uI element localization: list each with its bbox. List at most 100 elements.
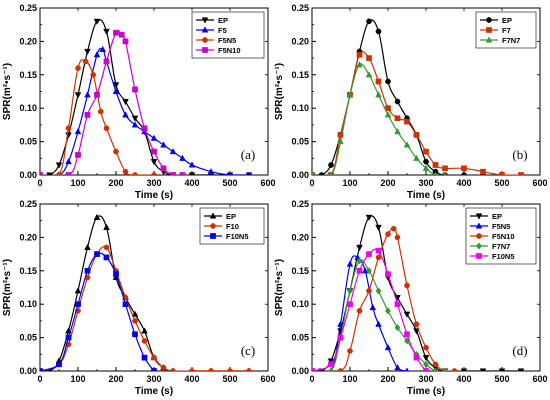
legend-label: F5N10 <box>492 232 515 241</box>
data-point <box>413 154 420 161</box>
panel-label: (c) <box>241 343 255 358</box>
legend-label: EP <box>218 16 228 25</box>
data-point <box>369 303 377 311</box>
data-point <box>479 368 487 371</box>
series-line <box>40 245 249 371</box>
x-tick-label: 100 <box>70 374 85 384</box>
x-tick-label: 600 <box>532 178 547 188</box>
data-point <box>74 127 82 135</box>
legend-label: F10N5 <box>492 252 515 261</box>
data-point <box>151 148 157 155</box>
data-point <box>385 271 391 277</box>
y-tick-label: 0.10 <box>291 103 309 113</box>
legend-marker <box>210 223 216 229</box>
legend-label: F7N7 <box>502 36 520 45</box>
legend-marker <box>485 36 493 43</box>
data-point <box>103 58 110 65</box>
legend-marker <box>475 222 483 229</box>
series-F5N5 <box>40 58 157 175</box>
data-point <box>103 28 110 36</box>
data-point <box>329 171 333 175</box>
data-point <box>404 282 410 289</box>
data-point <box>151 368 157 371</box>
y-tick-label: 0.10 <box>19 103 37 113</box>
y-tick-label: 0.25 <box>19 199 37 209</box>
data-point <box>84 267 91 274</box>
data-point <box>189 368 195 371</box>
data-point <box>423 148 429 155</box>
data-point <box>347 287 353 295</box>
data-point <box>385 231 391 237</box>
data-point <box>403 141 411 148</box>
data-point <box>122 111 129 118</box>
series-line <box>40 30 183 175</box>
data-point <box>312 171 314 175</box>
data-point <box>132 86 138 93</box>
legend-label: EP <box>502 16 512 25</box>
x-tick-label: 300 <box>418 178 433 188</box>
data-point <box>99 45 107 52</box>
data-point <box>247 171 251 175</box>
data-point <box>356 61 363 68</box>
x-tick-label: 200 <box>380 178 395 188</box>
x-tick-label: 600 <box>260 178 275 188</box>
data-point <box>404 331 410 338</box>
data-point <box>122 168 129 175</box>
data-point <box>328 162 334 168</box>
legend-marker <box>201 17 209 24</box>
data-point <box>390 225 397 232</box>
data-point <box>365 71 373 78</box>
legend-label: F5N5 <box>492 222 510 231</box>
data-point <box>413 132 420 138</box>
data-point <box>75 301 81 308</box>
data-point <box>84 48 91 56</box>
data-point <box>112 87 120 95</box>
x-tick-label: 300 <box>146 178 161 188</box>
data-point <box>328 367 334 371</box>
legend-label: EP <box>226 212 236 221</box>
data-point <box>356 257 363 265</box>
data-point <box>433 171 438 175</box>
series-line <box>40 252 155 371</box>
data-point <box>160 141 167 148</box>
data-point <box>404 118 410 125</box>
y-axis-title: SPR(m²•s⁻¹) <box>2 259 13 316</box>
data-point <box>517 368 525 371</box>
data-point <box>394 98 401 105</box>
data-point <box>413 354 420 361</box>
data-point <box>113 148 119 155</box>
x-tick-label: 400 <box>184 178 199 188</box>
x-tick-label: 200 <box>380 374 395 384</box>
data-point <box>366 267 372 275</box>
data-point <box>442 165 448 172</box>
data-point <box>103 223 110 230</box>
data-point <box>432 162 439 168</box>
data-point <box>103 254 110 261</box>
y-tick-label: 0.05 <box>291 137 309 147</box>
data-point <box>122 38 129 45</box>
y-tick-label: 0.00 <box>19 366 37 376</box>
data-point <box>365 214 373 221</box>
data-point <box>375 254 382 261</box>
y-tick-label: 0.20 <box>19 232 37 242</box>
data-point <box>432 367 439 371</box>
data-point <box>518 172 524 175</box>
legend-marker <box>476 233 482 239</box>
data-point <box>150 159 158 166</box>
data-point <box>151 172 157 175</box>
data-point <box>84 91 91 98</box>
data-point <box>375 320 382 327</box>
data-point <box>170 172 176 175</box>
data-point <box>375 224 382 232</box>
data-point <box>132 172 138 175</box>
data-point <box>394 127 401 135</box>
data-point <box>113 271 119 277</box>
series-F10N5 <box>312 247 429 371</box>
x-tick-label: 400 <box>456 374 471 384</box>
data-point <box>356 51 363 58</box>
legend-marker <box>486 17 492 23</box>
data-point <box>65 158 72 165</box>
